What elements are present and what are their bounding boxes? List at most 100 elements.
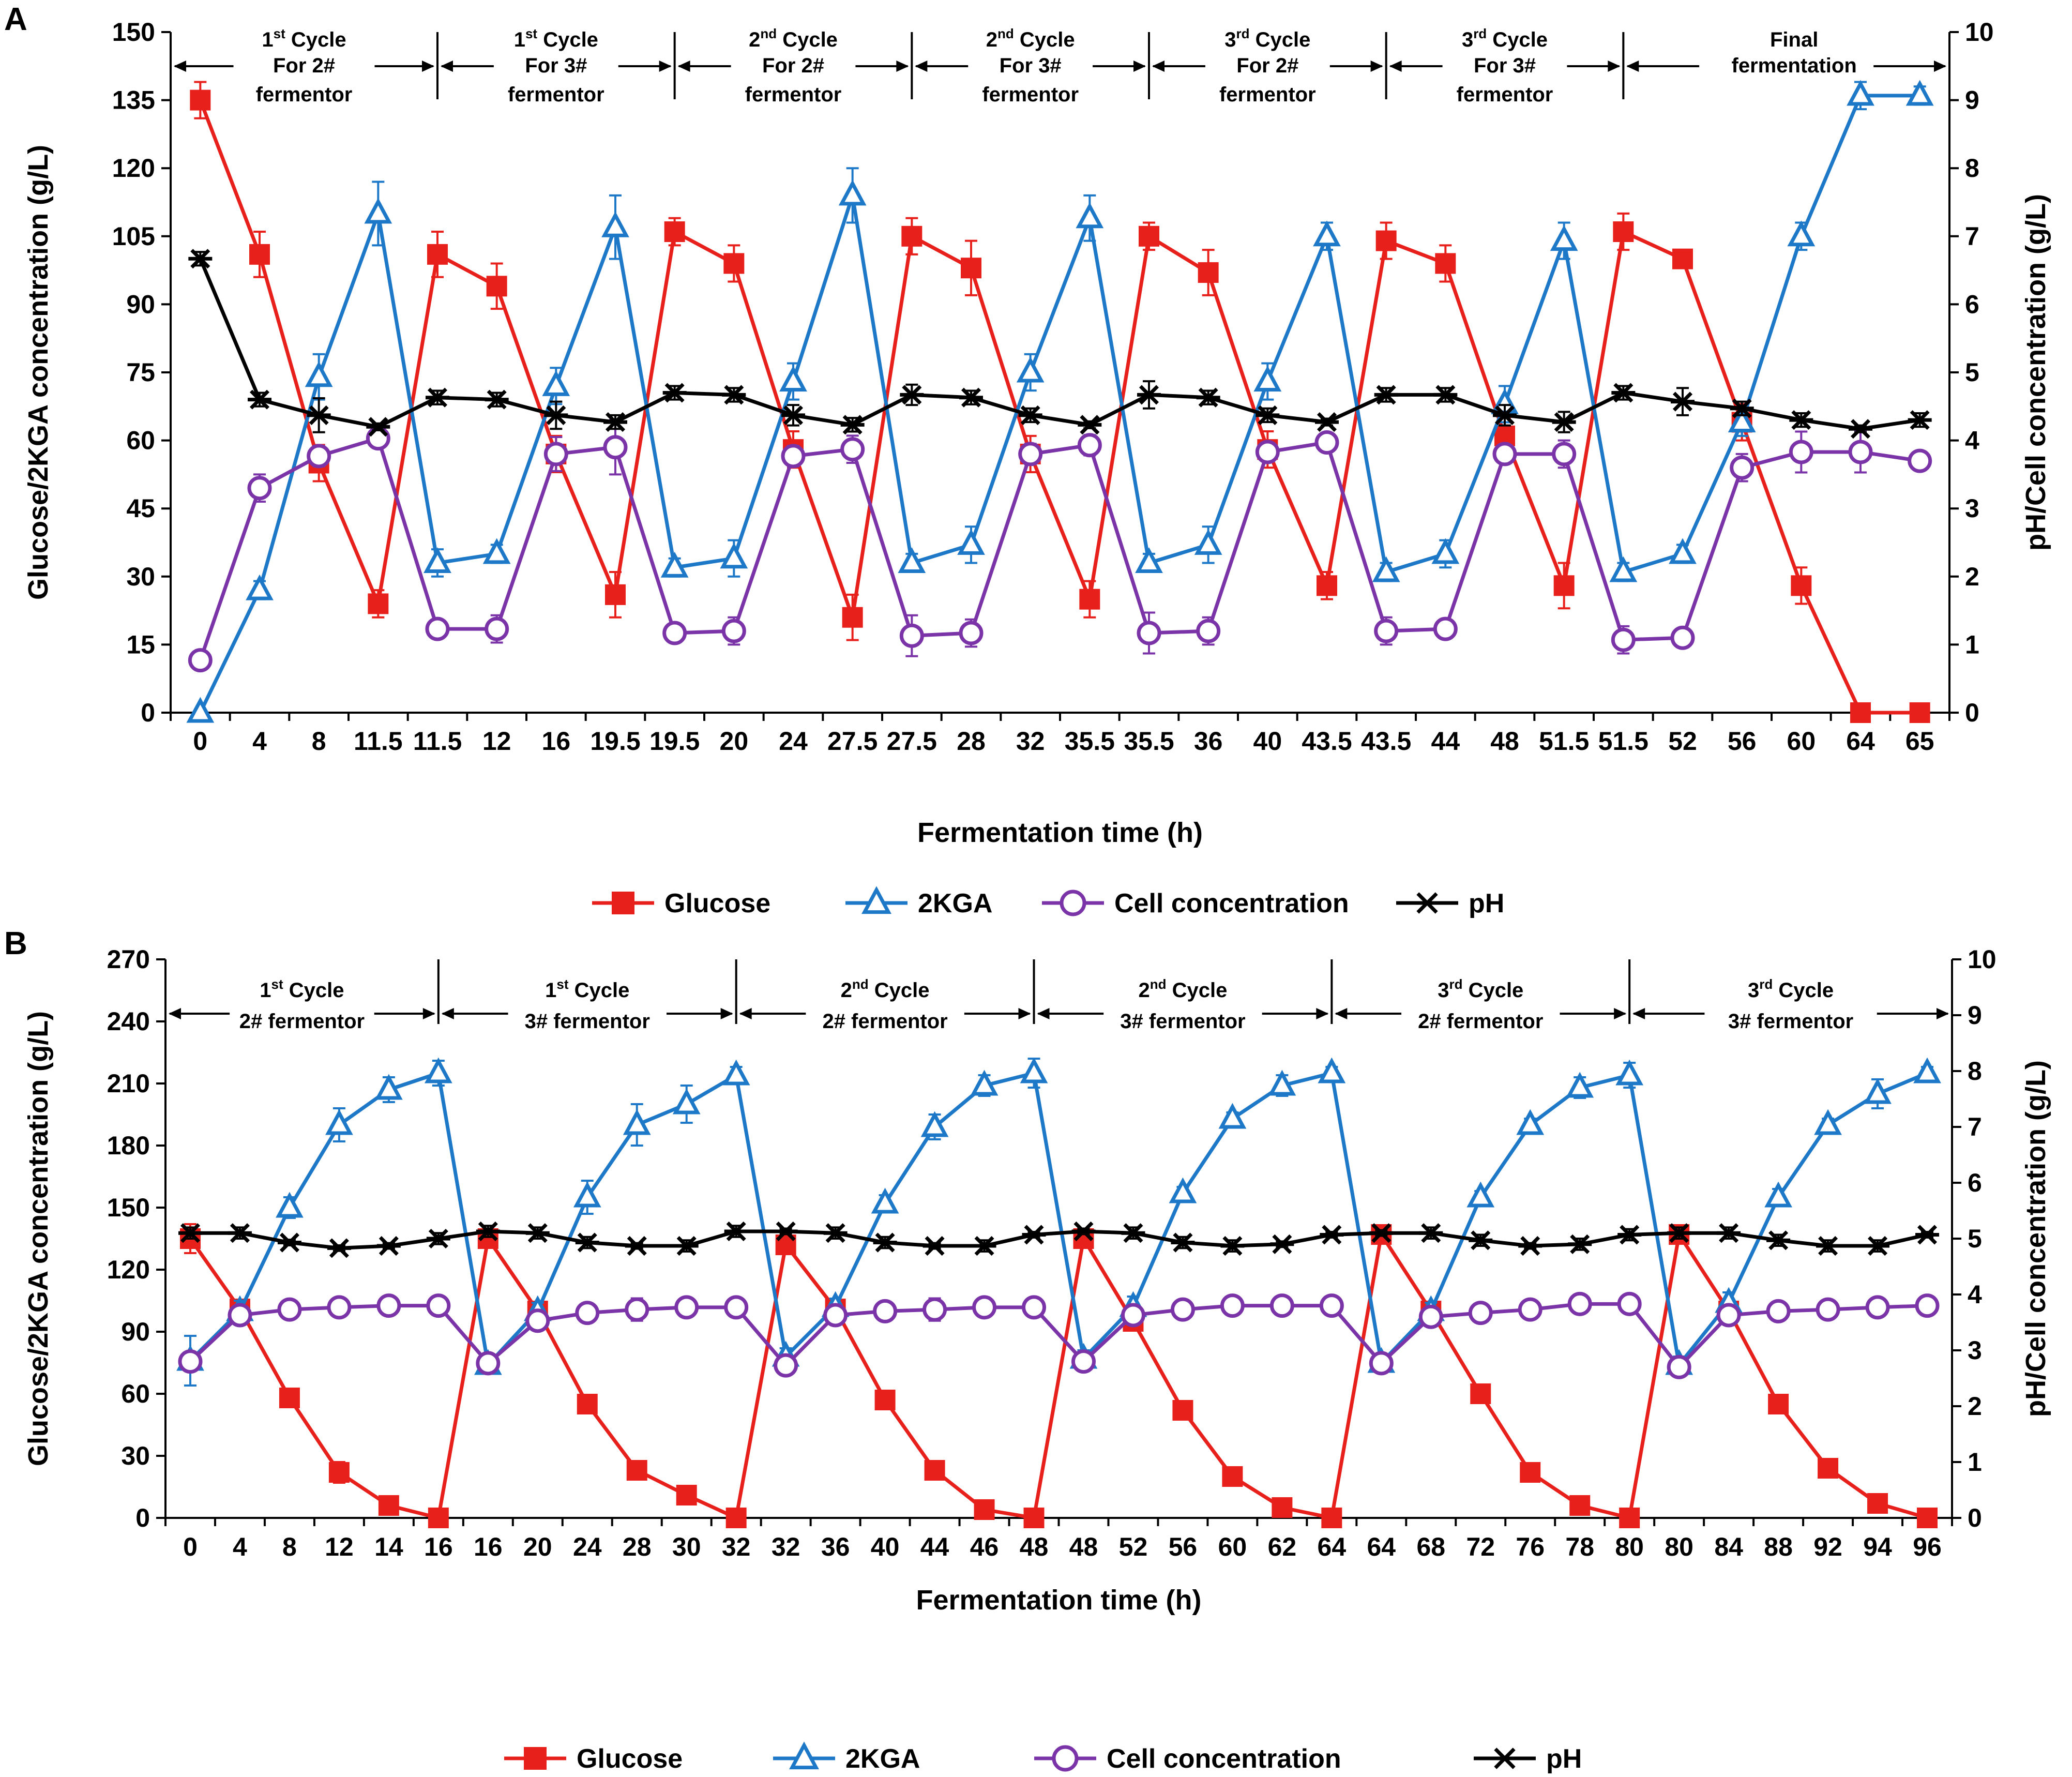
panel-b-left-tick-label: 270 — [107, 945, 150, 974]
panel-b-cycle-right-arrowhead — [1937, 1008, 1949, 1019]
legend-b-kga-swatch-marker — [789, 1741, 819, 1770]
panel-b-right-tick-label: 7 — [1968, 1112, 1982, 1141]
panel-a-glucose-point — [1317, 575, 1337, 596]
panel-a-right-tick-label: 9 — [1965, 86, 1979, 115]
panel-a-kga-point — [660, 551, 689, 578]
panel-a-kga-point — [1016, 356, 1045, 383]
panel-a-cell-point — [1018, 442, 1043, 466]
panel-b-cycle-right-arrowhead — [1018, 1008, 1031, 1019]
panel-a-glucose-point — [1375, 230, 1397, 251]
panel-a-legend: Glucose 2KGA Cell concentration pH — [592, 886, 1504, 918]
panel-a-cell-point — [959, 621, 984, 645]
panel-b-left-axis-title: Glucose/2KGA concentration (g/L) — [23, 1011, 54, 1466]
panel-a-ph-point — [722, 385, 746, 405]
legend-b-glucose-swatch-marker — [524, 1747, 547, 1770]
panel-a-x-tick-label: 40 — [1253, 727, 1282, 756]
panel-a-cycle-right-arrowhead — [659, 61, 672, 72]
panel-b-ph-point — [674, 1236, 699, 1256]
panel-a-glucose-point — [427, 244, 448, 265]
panel-b-x-tick-label: 64 — [1318, 1532, 1347, 1561]
panel-b-x-tick-label: 24 — [573, 1532, 602, 1561]
panel-b-cell-point — [1716, 1303, 1741, 1328]
panel-b-glucose-point — [1867, 1493, 1888, 1514]
panel-a-ph-point — [1374, 385, 1398, 405]
panel-b-left-tick-label: 120 — [107, 1255, 150, 1284]
panel-a-kga-point — [542, 370, 570, 396]
panel-b-left-tick-label: 60 — [121, 1379, 150, 1408]
panel-b-glucose-point — [725, 1508, 747, 1528]
panel-b-kga-point — [1218, 1103, 1247, 1129]
panel-a-cell-point — [899, 623, 924, 648]
panel-a-x-axis-title: Fermentation time (h) — [917, 817, 1203, 848]
panel-a-cycle-annotation: Final fermentation — [1626, 28, 1946, 77]
panel-b-right-tick-label: 1 — [1968, 1448, 1982, 1477]
panel-a-cell-point — [1730, 455, 1755, 480]
panel-b-cell-point — [525, 1308, 550, 1333]
panel-b-x-tick-label: 48 — [1020, 1532, 1049, 1561]
panel-b-cell-point — [1667, 1354, 1691, 1379]
panel-a-ph-point — [1730, 398, 1754, 418]
panel-a-x-tick-label: 65 — [1905, 727, 1934, 756]
panel-b-cell-point — [327, 1295, 352, 1320]
panel-b-right-tick-label: 9 — [1968, 1001, 1982, 1030]
panel-b-cycle-right-arrowhead — [1316, 1008, 1329, 1019]
legend-a-ph-label: pH — [1469, 888, 1504, 918]
panel-b-x-tick-label: 30 — [672, 1532, 701, 1561]
panel-a-cycle-line: fermentor — [1219, 83, 1316, 106]
panel-b-x-tick-label: 96 — [1913, 1532, 1942, 1561]
panel-a-cycle-line: For 3# — [525, 54, 587, 77]
panel-b-kga-point — [672, 1088, 701, 1115]
panel-b-left-tick-label: 180 — [107, 1131, 150, 1160]
panel-b-left-tick-label: 150 — [107, 1193, 150, 1222]
panel-b-cell-point — [1865, 1295, 1890, 1320]
panel-a-kga-point — [1372, 556, 1400, 582]
panel-b-glucose-point — [1619, 1508, 1640, 1528]
panel-b-cell-point — [922, 1297, 947, 1322]
panel-a-x-tick-label: 19.5 — [649, 727, 700, 756]
panel-a-cycle-annotation: 1st Cycle For 3# fermentor — [441, 26, 672, 106]
panel-a-kga-point — [246, 574, 274, 600]
panel-a-cell-point — [1789, 440, 1813, 464]
panel-b-chart: B Glucose/2KGA concentration (g/L) pH/Ce… — [4, 926, 2051, 1616]
panel-b-right-tick-label: 4 — [1968, 1280, 1982, 1309]
panel-a-kga-point — [1669, 538, 1697, 564]
legend-b-ph-swatch-marker — [1491, 1748, 1518, 1769]
panel-b-cell-point — [1071, 1349, 1096, 1374]
panel-a-x-tick-label: 16 — [542, 727, 571, 756]
panel-b-x-tick-label: 64 — [1367, 1532, 1396, 1561]
panel-b-x-tick-label: 88 — [1764, 1532, 1793, 1561]
panel-b-x-tick-label: 40 — [871, 1532, 900, 1561]
panel-b-cycle-line: 2# fermentor — [239, 1010, 365, 1033]
legend-b-2kga-label: 2KGA — [845, 1744, 920, 1774]
panel-a-cycle-left-arrowhead — [915, 61, 928, 72]
panel-b-ph-point — [1667, 1223, 1691, 1243]
panel-b-ph-point — [1121, 1223, 1145, 1243]
panel-b-x-tick-label: 0 — [183, 1532, 198, 1561]
panel-a-cell-point — [1908, 448, 1932, 473]
panel-a-kga-point — [424, 547, 451, 573]
panel-b-cell-point — [1518, 1297, 1542, 1322]
panel-b-cell-point — [178, 1349, 203, 1374]
panel-a-kga-point — [1550, 225, 1578, 251]
panel-a-cell-point — [1611, 627, 1636, 652]
panel-b-cell-point — [228, 1303, 252, 1328]
panel-b-x-tick-label: 56 — [1169, 1532, 1198, 1561]
panel-b-cell-point — [1319, 1293, 1344, 1318]
panel-b-glucose-point — [328, 1462, 350, 1483]
panel-a-cycle-title: 1st Cycle — [514, 26, 598, 51]
panel-a-x-tick-label: 28 — [957, 727, 986, 756]
panel-b-kga-point — [1169, 1177, 1197, 1203]
panel-b-x-tick-label: 60 — [1218, 1532, 1247, 1561]
panel-b-cycle-annotation: 3rd Cycle 2# fermentor — [1335, 976, 1627, 1033]
legend-b-ph-label: pH — [1546, 1744, 1582, 1774]
panel-b-kga-point — [871, 1187, 899, 1214]
panel-b-x-tick-label: 80 — [1665, 1532, 1693, 1561]
panel-b-cycle-left-arrowhead — [1632, 1008, 1645, 1019]
panel-a-series-kga — [186, 80, 1934, 723]
panel-b-cell-point — [1418, 1304, 1443, 1329]
panel-b-x-tick-label: 16 — [424, 1532, 453, 1561]
panel-b-glucose-point — [1321, 1508, 1342, 1528]
panel-b-cycle-annotation: 3rd Cycle 3# fermentor — [1632, 976, 1949, 1033]
panel-a-x-tick-label: 19.5 — [590, 727, 640, 756]
panel-b-cycle-line: 2# fermentor — [822, 1010, 947, 1033]
